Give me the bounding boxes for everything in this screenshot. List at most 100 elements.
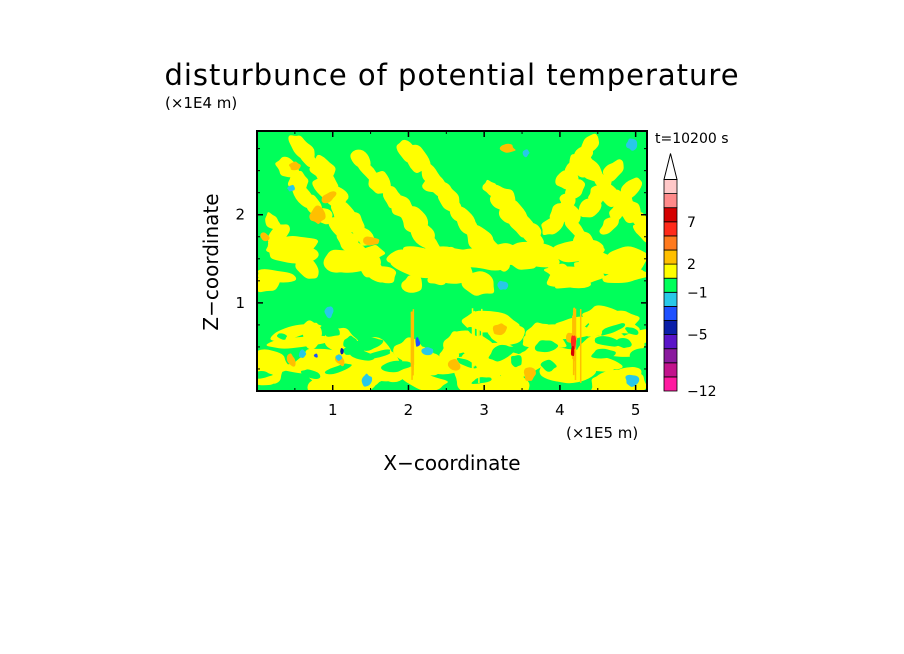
neutral-region <box>488 344 516 362</box>
y-axis: 12 <box>235 148 647 370</box>
x-tick-label: 4 <box>555 401 565 419</box>
neutral-region <box>322 326 340 337</box>
colorbar-level <box>663 207 678 223</box>
positive-region <box>416 351 445 376</box>
positive-streak <box>293 254 319 279</box>
positive-region <box>401 275 423 293</box>
moderate-positive-region <box>321 191 337 204</box>
positive-streak <box>333 186 349 204</box>
neutral-region <box>276 333 287 340</box>
y-axis-label: Z−coordinate <box>199 193 223 330</box>
colorbar-level <box>663 179 678 195</box>
positive-streak <box>599 216 620 235</box>
colorbar: −12−5−127 <box>663 153 717 400</box>
vertical-plume <box>481 308 483 354</box>
neutral-region <box>616 337 632 348</box>
positive-streak <box>436 183 460 208</box>
moderate-positive-region <box>499 143 516 153</box>
colorbar-extend-arrow <box>663 153 678 180</box>
moderate-positive-region <box>260 232 270 242</box>
colorbar-tick-label: 2 <box>687 257 696 273</box>
positive-streak <box>535 247 560 271</box>
moderate-positive-region <box>447 358 461 371</box>
moderate-positive-region <box>523 367 536 381</box>
colorbar-tick-label: −12 <box>687 384 717 400</box>
colorbar-level <box>663 376 678 392</box>
neutral-region <box>300 369 321 380</box>
plot-frame <box>256 130 648 392</box>
negative-region <box>421 347 434 356</box>
positive-region <box>582 305 640 334</box>
moderate-positive-region <box>288 161 301 171</box>
colorbar-tick-label: −5 <box>687 328 708 344</box>
positive-region <box>390 257 443 279</box>
colorbar-level <box>663 320 678 336</box>
colorbar-level <box>663 235 678 251</box>
positive-region <box>560 273 591 289</box>
colorbar-level <box>663 305 678 321</box>
negative-region <box>361 373 373 387</box>
positive-streak <box>615 191 633 208</box>
positive-region <box>257 277 281 291</box>
negative-region <box>625 138 638 151</box>
neutral-region <box>350 349 376 361</box>
vertical-plume <box>478 310 480 384</box>
colorbar-level <box>663 362 678 378</box>
moderate-positive-region <box>492 323 508 336</box>
vertical-plume <box>579 309 582 383</box>
positive-streak <box>578 198 602 218</box>
colorbar-level <box>663 334 678 350</box>
positive-region <box>427 271 447 286</box>
negative-region <box>324 306 334 319</box>
colorbar-tick-label: 7 <box>687 215 696 231</box>
positive-region <box>568 352 623 370</box>
x-axis: 1 2 3 4 5 <box>294 131 641 419</box>
x-tick-label: 5 <box>631 401 641 419</box>
positive-streak <box>598 175 612 190</box>
negative-region <box>298 349 307 358</box>
colorbar-level <box>663 193 678 209</box>
moderate-positive-region <box>286 353 296 367</box>
colorbar-level <box>663 249 678 265</box>
x-tick-label: 3 <box>479 401 489 419</box>
neutral-region <box>257 370 273 379</box>
colorbar-level <box>663 291 678 307</box>
positive-region <box>393 337 424 365</box>
colorbar-level <box>663 221 678 237</box>
negative-region <box>335 354 343 361</box>
y-tick-label: 1 <box>235 294 245 312</box>
positive-region <box>602 269 647 283</box>
positive-streak <box>589 246 616 272</box>
positive-streak <box>267 224 290 244</box>
vertical-plume <box>411 315 414 363</box>
x-tick-label: 1 <box>328 401 338 419</box>
time-label: t=10200 s <box>655 131 729 147</box>
x-unit-label: (×1E5 m) <box>566 424 638 442</box>
contour-field <box>257 131 647 391</box>
positive-region <box>257 349 290 379</box>
positive-extreme <box>570 335 577 350</box>
positive-region <box>443 331 470 354</box>
moderate-positive-region <box>309 205 326 224</box>
positive-streak <box>632 219 647 243</box>
positive-region <box>505 249 539 270</box>
colorbar-level <box>663 348 678 364</box>
neutral-region <box>591 348 616 359</box>
negative-extreme <box>313 353 318 358</box>
neutral-region <box>362 337 384 351</box>
neutral-region <box>324 363 352 375</box>
positive-region <box>303 348 344 368</box>
colorbar-tick-label: −1 <box>687 285 708 301</box>
neutral-region <box>629 348 647 362</box>
neutral-region <box>343 335 358 349</box>
neutral-region <box>471 377 492 384</box>
positive-streak <box>316 170 339 192</box>
vertical-plume <box>473 310 475 367</box>
positive-streak <box>419 233 444 258</box>
y-tick-label: 2 <box>235 206 245 224</box>
x-tick-label: 2 <box>404 401 414 419</box>
positive-streak <box>552 263 569 279</box>
negative-extreme <box>340 348 344 355</box>
neutral-region <box>540 359 557 372</box>
positive-streak <box>485 248 511 272</box>
